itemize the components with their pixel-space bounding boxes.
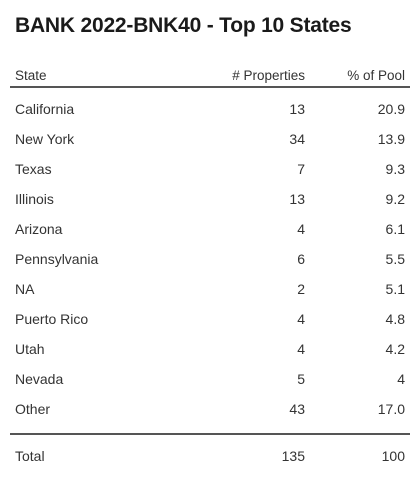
table-header: State # Properties % of Pool: [10, 64, 410, 88]
state-cell: Utah: [15, 341, 45, 357]
state-cell: Other: [15, 401, 51, 417]
properties-cell: 13: [289, 101, 305, 117]
properties-cell: 6: [297, 251, 305, 267]
total-pct: 100: [381, 448, 405, 464]
state-cell: NA: [15, 281, 35, 297]
pct-cell: 5.5: [385, 251, 405, 267]
table-spacer: [10, 424, 410, 433]
total-divider: [10, 433, 410, 435]
total-properties: 135: [281, 448, 305, 464]
state-cell: Pennsylvania: [15, 251, 99, 267]
properties-cell: 34: [289, 131, 305, 147]
properties-cell: 5: [297, 371, 305, 387]
table-row: New York 34 13.9: [10, 124, 410, 154]
properties-cell: 4: [297, 221, 305, 237]
table-row: Other 43 17.0: [10, 394, 410, 424]
state-cell: Nevada: [15, 371, 64, 387]
table-row: Illinois 13 9.2: [10, 184, 410, 214]
table-row: Texas 7 9.3: [10, 154, 410, 184]
state-cell: New York: [15, 131, 75, 147]
pct-cell: 4.8: [385, 311, 405, 327]
properties-cell: 43: [289, 401, 305, 417]
table-row: NA 2 5.1: [10, 274, 410, 304]
page-title: BANK 2022-BNK40 - Top 10 States: [15, 14, 352, 37]
pct-cell: 6.1: [385, 221, 405, 237]
properties-cell: 13: [289, 191, 305, 207]
pct-cell: 17.0: [377, 401, 405, 417]
table-row: Pennsylvania 6 5.5: [10, 244, 410, 274]
header-properties: # Properties: [232, 67, 305, 83]
table-row: Nevada 5 4: [10, 364, 410, 394]
pct-cell: 9.2: [385, 191, 405, 207]
header-pct-pool: % of Pool: [347, 67, 405, 83]
pct-cell: 4.2: [385, 341, 405, 357]
properties-cell: 7: [297, 161, 305, 177]
properties-cell: 4: [297, 341, 305, 357]
states-table: State # Properties % of Pool California …: [10, 64, 410, 477]
header-state: State: [15, 67, 47, 83]
pct-cell: 20.9: [377, 101, 405, 117]
properties-cell: 2: [297, 281, 305, 297]
total-label: Total: [15, 448, 45, 464]
table-row: California 13 20.9: [10, 94, 410, 124]
state-cell: California: [15, 101, 75, 117]
table-row: Puerto Rico 4 4.8: [10, 304, 410, 334]
pct-cell: 13.9: [377, 131, 405, 147]
properties-cell: 4: [297, 311, 305, 327]
table-row: Arizona 4 6.1: [10, 214, 410, 244]
total-row: Total 135 100: [10, 435, 410, 477]
state-cell: Illinois: [15, 191, 54, 207]
pct-cell: 5.1: [385, 281, 405, 297]
table-body: California 13 20.9 New York 34 13.9 Texa…: [10, 88, 410, 424]
state-cell: Puerto Rico: [15, 311, 89, 327]
pct-cell: 4: [397, 371, 405, 387]
table-row: Utah 4 4.2: [10, 334, 410, 364]
pct-cell: 9.3: [385, 161, 405, 177]
state-cell: Arizona: [15, 221, 63, 237]
state-cell: Texas: [15, 161, 52, 177]
